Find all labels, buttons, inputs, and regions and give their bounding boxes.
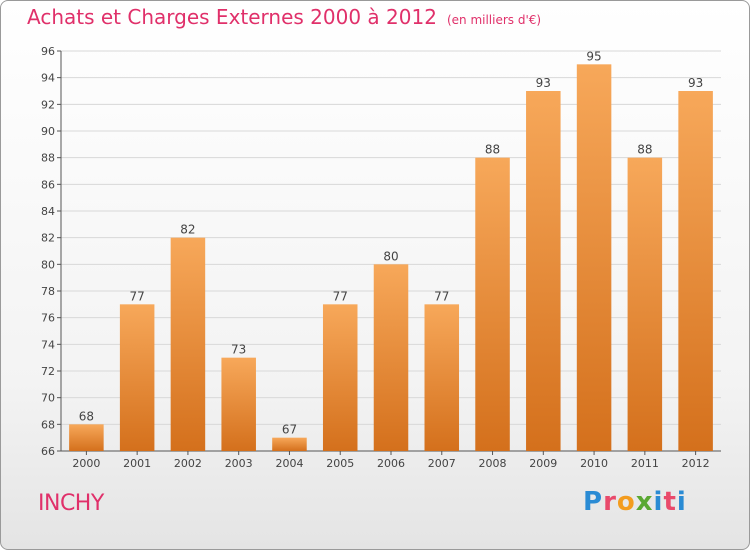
x-tick-label: 2007 (428, 457, 456, 470)
bar (576, 64, 612, 452)
y-tick-label: 88 (41, 152, 55, 165)
x-tick-label: 2001 (123, 457, 151, 470)
bar (424, 304, 460, 451)
y-tick-label: 84 (41, 205, 55, 218)
y-tick-label: 72 (41, 365, 55, 378)
y-tick-label: 76 (41, 312, 55, 325)
y-tick-label: 92 (41, 98, 55, 111)
y-tick-label: 90 (41, 125, 55, 138)
commune-name: INCHY (38, 491, 104, 516)
x-tick-label: 2003 (225, 457, 253, 470)
y-tick-label: 96 (41, 45, 55, 58)
x-tick-label: 2012 (682, 457, 710, 470)
data-label: 82 (180, 223, 195, 237)
x-tick-label: 2006 (377, 457, 405, 470)
data-label: 80 (383, 249, 398, 263)
data-label: 93 (536, 76, 551, 90)
chart-title-text: Achats et Charges Externes 2000 à 2012 (27, 5, 437, 29)
bar (322, 304, 358, 451)
data-label: 88 (637, 143, 652, 157)
x-tick-label: 2002 (174, 457, 202, 470)
bar (627, 157, 663, 451)
x-tick-label: 2008 (479, 457, 507, 470)
x-tick-label: 2000 (72, 457, 100, 470)
data-label: 88 (485, 143, 500, 157)
data-label: 77 (434, 289, 449, 303)
data-label: 73 (231, 343, 246, 357)
y-tick-label: 94 (41, 72, 55, 85)
data-label: 95 (586, 49, 601, 63)
y-tick-label: 68 (41, 418, 55, 431)
data-label: 77 (333, 289, 348, 303)
x-tick-label: 2010 (580, 457, 608, 470)
bar (678, 91, 713, 451)
chart-title: Achats et Charges Externes 2000 à 2012 (e… (27, 5, 541, 29)
data-label: 93 (688, 76, 703, 90)
bar (221, 357, 256, 451)
y-tick-label: 86 (41, 178, 55, 191)
bar (526, 91, 561, 451)
bar (119, 304, 155, 451)
chart-subtitle: (en milliers d'€) (446, 13, 542, 27)
y-tick-label: 66 (41, 445, 55, 458)
bar (272, 437, 307, 451)
x-tick-label: 2009 (529, 457, 557, 470)
y-tick-label: 80 (41, 258, 55, 271)
y-tick-label: 78 (41, 285, 55, 298)
y-tick-label: 82 (41, 232, 55, 245)
x-tick-label: 2011 (631, 457, 659, 470)
y-tick-label: 74 (41, 338, 55, 351)
x-tick-label: 2005 (326, 457, 354, 470)
y-tick-label: 70 (41, 392, 55, 405)
bar (69, 424, 104, 451)
bar (373, 264, 409, 451)
data-label: 68 (79, 409, 94, 423)
x-tick-label: 2004 (275, 457, 303, 470)
data-label: 77 (130, 289, 145, 303)
proxiti-logo: Proxiti (583, 487, 687, 517)
bar (475, 157, 510, 451)
bar (170, 237, 206, 451)
data-label: 67 (282, 423, 297, 437)
